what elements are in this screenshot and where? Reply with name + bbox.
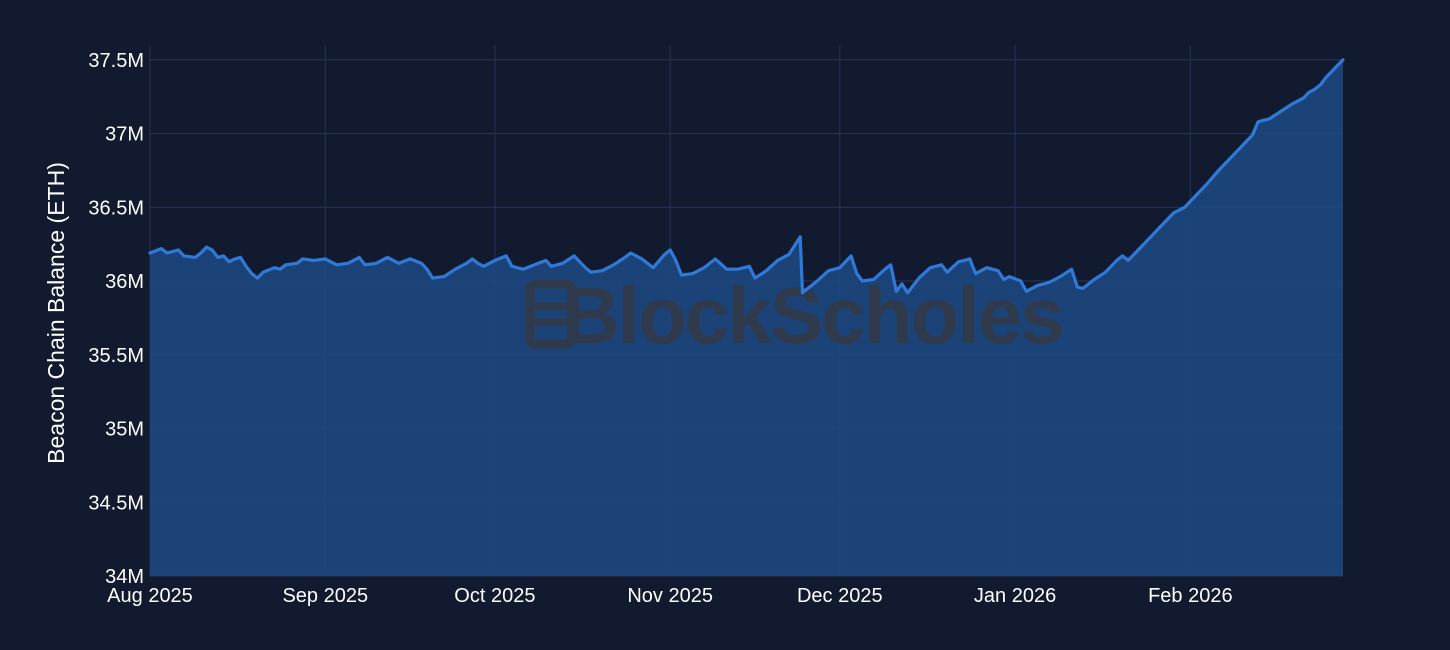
x-tick-label: Jan 2026 [974,585,1056,607]
balance-area-fill [150,59,1343,577]
y-tick-label: 37M [105,124,144,146]
x-tick-label: Oct 2025 [454,585,535,607]
y-tick-label: 36.5M [88,197,144,219]
y-tick-label: 34M [105,566,144,588]
y-tick-label: 35M [105,419,144,441]
y-tick-label: 34.5M [88,492,144,514]
x-tick-label: Nov 2025 [627,585,713,607]
line-layer [148,58,1345,295]
x-tick-label: Sep 2025 [282,585,368,607]
watermark: BlockScholes [525,271,1065,360]
y-tick-label: 35.5M [88,345,144,367]
y-axis-title: Beacon Chain Balance (ETH) [43,162,69,464]
balance-series-line [148,58,1345,295]
y-axis-tick-labels: 34M 34.5M 35M 35.5M 36M 36.5M 37M 37.5M [88,50,144,588]
x-axis-tick-labels: Aug 2025 Sep 2025 Oct 2025 Nov 2025 Dec 2025… [107,585,1232,607]
x-tick-label: Feb 2026 [1148,585,1233,607]
y-tick-label: 36M [105,271,144,293]
area-layer [150,59,1343,577]
y-tick-label: 37.5M [88,50,144,72]
x-tick-label: Aug 2025 [107,585,193,607]
blockscholes-logo-icon [525,279,577,349]
x-tick-label: Dec 2025 [797,585,883,607]
